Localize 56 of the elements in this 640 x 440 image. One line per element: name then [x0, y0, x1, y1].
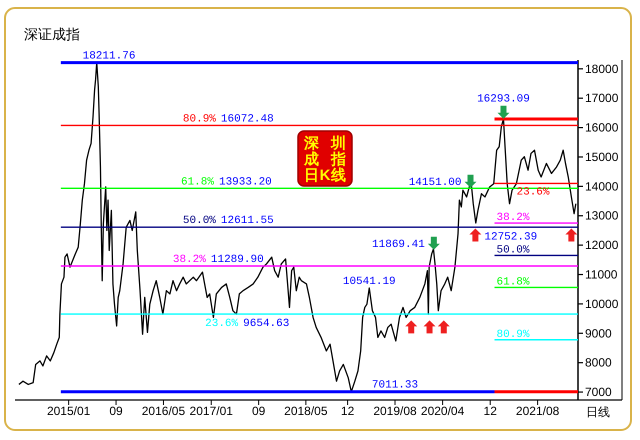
x-tick-label: 2016/05 — [142, 404, 186, 418]
point — [497, 106, 510, 119]
annotation: 11289.90 — [210, 254, 264, 266]
x-tick-label: 12 — [484, 404, 498, 418]
text: 日线 — [586, 405, 610, 419]
series-label: 38.2% — [172, 254, 206, 266]
x-tick-label: 09 — [252, 404, 266, 418]
series-label: 80.9% — [182, 113, 216, 126]
point — [438, 320, 450, 334]
x-tick-label: 2018/05 — [284, 404, 328, 418]
y-tick-label: 11000 — [585, 268, 618, 282]
x-tick-label: 09 — [109, 404, 124, 418]
annotation: 16293.09 — [477, 94, 530, 106]
point — [469, 228, 482, 242]
point — [405, 320, 418, 334]
y-tick-label: 9000 — [585, 326, 612, 340]
annotation: 13933.20 — [218, 176, 272, 188]
x-tick-label: 2021/08 — [516, 404, 560, 418]
x-tick-label: 2020/04 — [420, 404, 465, 418]
point — [428, 236, 440, 250]
annotation: 10541.19 — [342, 276, 396, 288]
annotation: 7011.33 — [372, 380, 418, 392]
point — [464, 174, 477, 188]
annotation: 12611.55 — [220, 215, 274, 228]
y-tick-label: 15000 — [585, 150, 619, 164]
annotation: 深圳成指日K线 — [303, 135, 346, 184]
x-tick-label: 2015/01 — [46, 404, 91, 418]
x-tick-label: 2017/01 — [190, 404, 234, 418]
y-tick-label: 10000 — [585, 296, 619, 311]
point — [424, 320, 436, 334]
x-tick-label: 2019/08 — [373, 404, 418, 418]
series-label: 80.9% — [496, 328, 530, 341]
y-tick-label: 7000 — [585, 385, 612, 400]
y-tick-label: 12000 — [585, 238, 619, 252]
series-label: 61.8% — [496, 276, 530, 288]
annotation: 14151.00 — [408, 176, 462, 189]
series-label: 50.0% — [496, 244, 530, 256]
y-tick-label: 13000 — [585, 208, 619, 223]
annotation: 16072.48 — [220, 113, 274, 126]
y-tick-label: 16000 — [585, 120, 619, 135]
x-tick-label: 12 — [340, 404, 355, 418]
chart-title: 深证成指 — [24, 26, 80, 42]
annotation: 9654.63 — [243, 318, 290, 330]
y-tick-label: 14000 — [585, 179, 619, 194]
y-tick-label: 17000 — [585, 91, 619, 106]
series-label: 23.6% — [516, 186, 550, 199]
annotation: 12752.39 — [484, 231, 538, 244]
annotation: 18211.76 — [82, 50, 136, 63]
y-tick-label: 8000 — [585, 356, 612, 370]
annotation: 11869.41 — [372, 238, 426, 251]
series-label: 50.0% — [182, 215, 216, 228]
series-label: 38.2% — [496, 212, 530, 224]
series-label: 61.8% — [180, 176, 214, 188]
y-tick-label: 18000 — [585, 62, 619, 76]
series-label: 23.6% — [205, 318, 239, 330]
point — [565, 228, 578, 242]
